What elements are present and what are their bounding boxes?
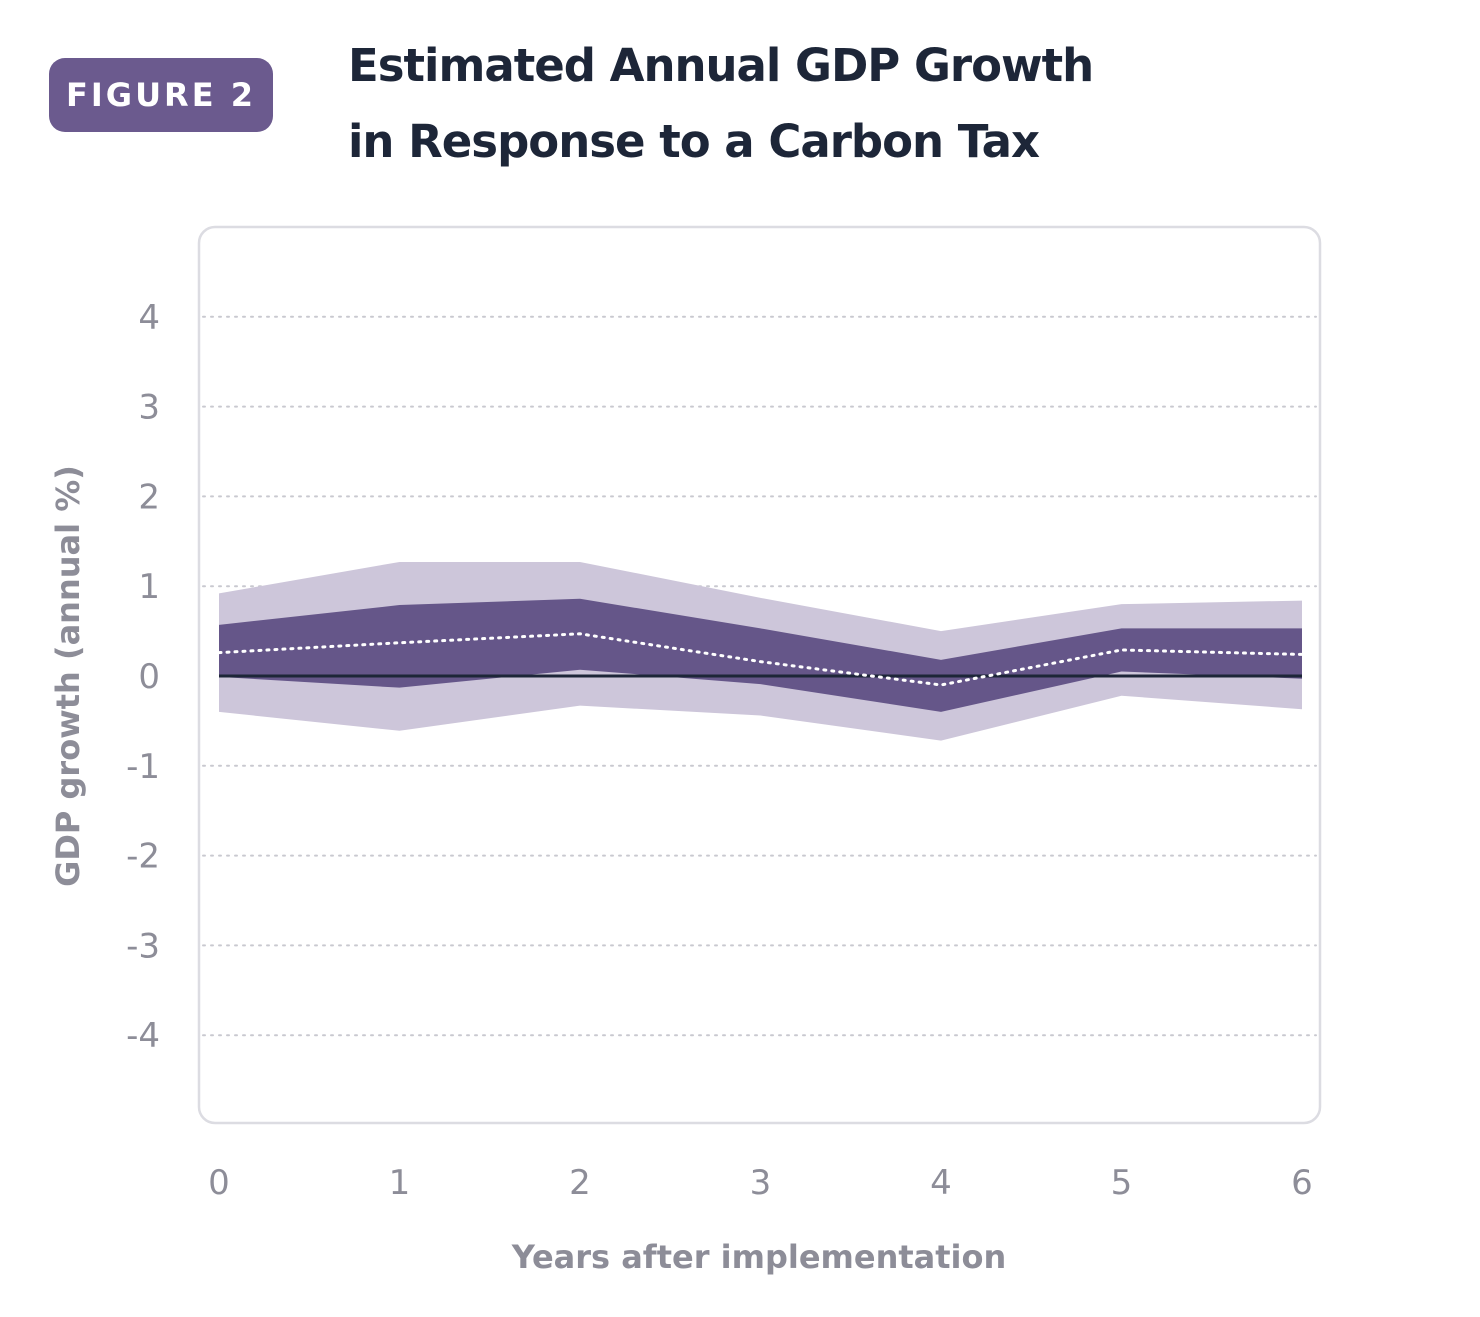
y-tick-label: -3: [126, 926, 160, 966]
y-tick-label: -2: [126, 837, 160, 877]
figure-badge: FIGURE 2: [49, 58, 273, 132]
chart-title: Estimated Annual GDP Growth in Response …: [348, 28, 1094, 180]
x-tick-label: 3: [750, 1163, 772, 1203]
bands: [219, 561, 1302, 741]
y-tick-label: 3: [138, 388, 160, 428]
median-line: [217, 632, 1304, 687]
x-tick-label: 5: [1111, 1163, 1133, 1203]
y-tick-label: 0: [138, 657, 160, 697]
lines: [217, 632, 1304, 687]
x-axis-title: Years after implementation: [511, 1238, 1007, 1276]
inner-confidence-band: [219, 598, 1302, 712]
x-tick-label: 4: [930, 1163, 952, 1203]
y-tick-labels: 4 3 2 1 0 -1 -2 -3 -4: [126, 298, 160, 1056]
x-tick-labels: 0 1 2 3 4 5 6: [208, 1163, 1313, 1203]
chart-title-line-2: in Response to a Carbon Tax: [348, 115, 1040, 168]
y-tick-label: 2: [138, 477, 160, 517]
y-tick-label: -4: [126, 1016, 160, 1056]
y-tick-label: 4: [138, 298, 160, 338]
gridlines: [202, 315, 1317, 1037]
y-axis-title: GDP growth (annual %): [49, 465, 87, 887]
x-tick-label: 2: [569, 1163, 591, 1203]
x-tick-label: 6: [1291, 1163, 1313, 1203]
x-tick-label: 1: [389, 1163, 411, 1203]
x-tick-label: 0: [208, 1163, 230, 1203]
y-tick-label: -1: [126, 747, 160, 787]
chart-title-line-1: Estimated Annual GDP Growth: [348, 39, 1094, 92]
y-tick-label: 1: [138, 567, 160, 607]
